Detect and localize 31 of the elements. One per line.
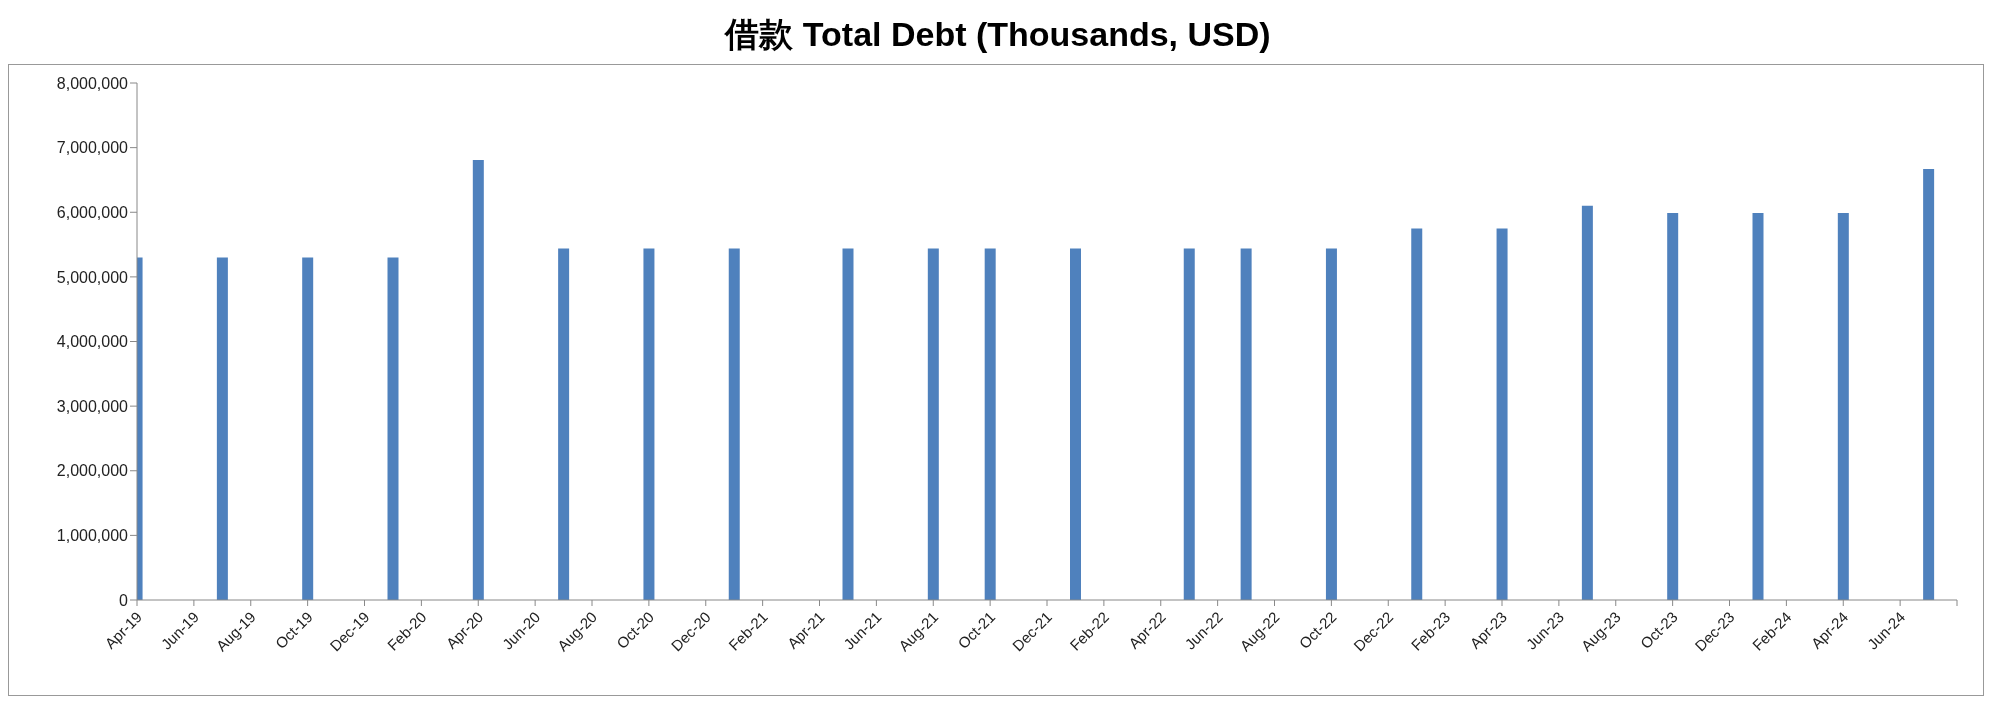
y-tick-label: 2,000,000	[56, 462, 129, 480]
y-tick-label: 7,000,000	[56, 139, 129, 157]
bar	[472, 159, 484, 600]
bar	[216, 257, 228, 600]
bar	[1752, 212, 1764, 600]
bar	[1581, 205, 1593, 600]
y-tick-label: 8,000,000	[56, 74, 129, 92]
y-tick-label: 6,000,000	[56, 203, 129, 221]
bar	[302, 257, 314, 600]
bar	[1070, 248, 1081, 600]
y-tick-label: 5,000,000	[56, 268, 129, 286]
bar	[1923, 168, 1935, 600]
bar	[728, 248, 740, 600]
chart-title: 借款 Total Debt (Thousands, USD)	[723, 14, 1272, 55]
bar	[387, 257, 399, 600]
bar	[842, 248, 854, 600]
bar	[984, 248, 996, 600]
bar	[927, 248, 939, 600]
bar	[1496, 228, 1508, 600]
bar	[1325, 248, 1337, 600]
bar	[558, 248, 570, 600]
bar	[1240, 248, 1252, 600]
y-tick-label: 3,000,000	[56, 397, 129, 415]
bar	[1183, 248, 1195, 600]
bar	[1837, 212, 1849, 600]
y-tick-label: 1,000,000	[56, 527, 129, 545]
y-tick-label: 0	[119, 591, 129, 609]
y-tick-label: 4,000,000	[56, 333, 129, 351]
bar	[1411, 228, 1423, 600]
bar	[1667, 212, 1679, 600]
bar	[643, 248, 655, 600]
